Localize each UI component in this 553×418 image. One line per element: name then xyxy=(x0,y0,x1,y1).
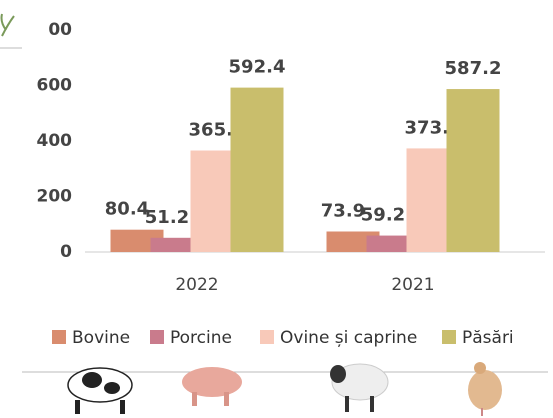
legend-swatch xyxy=(150,330,164,344)
legend-label: Bovine xyxy=(72,328,130,348)
y-tick-label: 00 xyxy=(48,20,72,40)
pig-icon xyxy=(182,367,242,406)
legend-swatch xyxy=(260,330,274,344)
chicken-icon xyxy=(468,362,502,416)
sheep-icon xyxy=(330,363,389,412)
legend-swatch xyxy=(52,330,66,344)
legend-label: Păsări xyxy=(462,328,514,348)
legend-label: Ovine și caprine xyxy=(280,328,417,348)
legend-label: Porcine xyxy=(170,328,232,348)
x-tick-label: 2022 xyxy=(175,275,218,295)
y-tick-label: 0 xyxy=(60,242,72,262)
legend-swatch xyxy=(442,330,456,344)
value-label: 80.4 xyxy=(105,199,149,220)
value-label: 587.2 xyxy=(445,58,502,79)
y-tick-label: 600 xyxy=(37,76,73,96)
cow-icon xyxy=(67,367,133,414)
value-label: 592.4 xyxy=(229,57,286,78)
bar xyxy=(150,237,204,252)
bar xyxy=(446,89,500,252)
bar xyxy=(326,231,380,252)
value-label: 59.2 xyxy=(361,205,405,226)
x-tick-label: 2021 xyxy=(391,275,434,295)
value-label: 73.9 xyxy=(321,200,365,221)
plant-icon xyxy=(0,13,15,37)
bar xyxy=(110,229,164,252)
y-tick-label: 200 xyxy=(37,187,73,207)
bar xyxy=(366,235,420,252)
value-label: 51.2 xyxy=(145,207,189,228)
bar xyxy=(230,87,284,252)
y-tick-label: 400 xyxy=(37,131,73,151)
